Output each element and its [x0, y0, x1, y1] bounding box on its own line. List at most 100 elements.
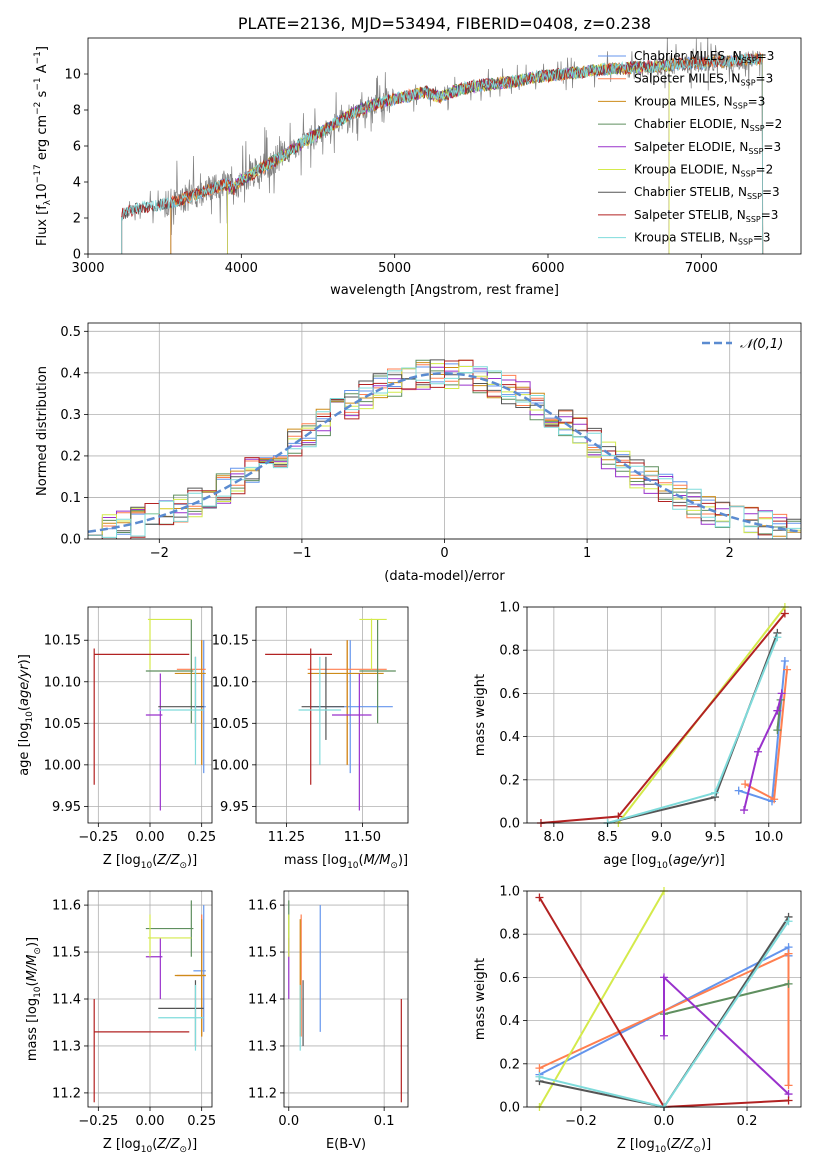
- label-part: (: [359, 853, 364, 868]
- y-tick-label: 11.6: [248, 899, 277, 914]
- x-tick-label: 0.1: [374, 1114, 395, 1129]
- x-tick-label: 0.2: [737, 1114, 758, 1129]
- label-part: ⊙: [179, 861, 187, 871]
- x-tick-label: −0.2: [565, 1114, 597, 1129]
- label-part: 10: [35, 183, 50, 200]
- label-part: Z [log: [103, 853, 141, 868]
- legend-label: Salpeter MILES, NSSP=3: [634, 72, 773, 88]
- label-part: ]: [35, 46, 50, 51]
- label-part: 10: [33, 986, 43, 998]
- weight-point-marker: [734, 786, 743, 795]
- weight-point-marker: [740, 806, 749, 815]
- x-tick-label: 9.0: [651, 830, 672, 845]
- y-tick-label: 6: [73, 140, 81, 155]
- label-part: 10: [655, 1145, 667, 1155]
- legend-tail: =3: [757, 49, 775, 63]
- label-part: )]: [715, 853, 725, 868]
- label-part: ⊙: [693, 1145, 701, 1155]
- legend-tail: =3: [748, 94, 766, 108]
- y-tick-label: 10.15: [212, 634, 249, 649]
- mass-weight-vs-age-panel: 8.0 8.5 9.0 9.5 10.0 0.0 0.2 0.4 0.6 0.8 1.0 age [l…: [473, 601, 802, 871]
- y-tick-label: 0.8: [499, 928, 520, 943]
- label-part: erg cm: [35, 115, 50, 164]
- x-axis-label: mass [log10(M/M⊙)]: [284, 853, 408, 871]
- legend-text: Chabrier MILES, N: [634, 49, 742, 63]
- y-tick-label: 0.1: [60, 491, 81, 506]
- y-tick-label: 4: [73, 176, 81, 191]
- x-tick-label: 8.5: [597, 830, 618, 845]
- y-tick-label: 10: [64, 68, 81, 83]
- x-tick-label: −1: [292, 546, 311, 561]
- histogram-step-line: [88, 366, 801, 539]
- x-tick-label: −0.25: [78, 1114, 118, 1129]
- x-tick-label: 7000: [685, 261, 718, 276]
- y-tick-label: 0.0: [499, 817, 520, 832]
- weight-series-line: [663, 975, 790, 1095]
- label-part: λ: [43, 199, 53, 205]
- label-part: age/yr: [673, 853, 716, 868]
- label-part: 10: [141, 1145, 153, 1155]
- label-part: (data-model)/error: [384, 569, 505, 584]
- legend-sub: SSP: [738, 238, 753, 247]
- x-tick-label: 0.00: [136, 1114, 165, 1129]
- label-part: −1: [33, 77, 43, 90]
- legend-sub: SSP: [748, 147, 763, 156]
- label-part: −1: [33, 51, 43, 64]
- legend-tail: =2: [756, 163, 774, 177]
- x-axis-label: age [log10(age/yr)]: [603, 853, 725, 871]
- y-tick-label: 11.5: [52, 946, 81, 961]
- legend-label: Salpeter STELIB, NSSP=3: [634, 208, 778, 224]
- y-tick-label: 9.95: [52, 800, 81, 815]
- legend-tail: =3: [762, 185, 780, 199]
- weight-point-marker: [660, 973, 668, 982]
- y-tick-label: 0.2: [499, 1057, 520, 1072]
- legend-text: Kroupa MILES, N: [634, 94, 733, 108]
- y-tick-label: 0.0: [499, 1101, 520, 1116]
- label-part: age/yr: [17, 663, 32, 706]
- y-tick-label: 10.10: [44, 675, 81, 690]
- legend-tail: =3: [763, 140, 781, 154]
- plot-content: [288, 900, 402, 1103]
- y-tick-label: 8: [73, 104, 81, 119]
- label-part: −17: [33, 164, 43, 183]
- label-part: M/M: [364, 853, 391, 868]
- x-tick-label: 9.5: [705, 830, 726, 845]
- label-part: wavelength [Angstrom, rest frame]: [330, 283, 559, 298]
- legend-text: Salpeter STELIB, N: [634, 208, 746, 222]
- x-tick-label: 11.25: [268, 830, 305, 845]
- legend-label: Chabrier MILES, NSSP=3: [634, 49, 774, 65]
- weight-point-marker: [784, 917, 793, 926]
- y-tick-label: 0.6: [499, 971, 520, 986]
- y-tick-label: 10.00: [212, 758, 249, 773]
- label-part: Z [log: [617, 1137, 655, 1152]
- legend-tail: =3: [753, 231, 771, 245]
- y-tick-label: 0.4: [499, 730, 520, 745]
- mass-weight-vs-metallicity-panel: −0.2 0.0 0.2 0.0 0.2 0.4 0.6 0.8 1.0 Z [log10(Z/Z…: [473, 885, 802, 1155]
- x-tick-label: −2: [150, 546, 169, 561]
- x-axis-label: Z [log10(Z/Z⊙)]: [617, 1137, 711, 1155]
- label-part: M/M: [25, 955, 40, 982]
- model-spectrum-line: [121, 53, 764, 254]
- legend-text: Chabrier STELIB, N: [634, 185, 747, 199]
- weight-point-marker: [784, 1081, 793, 1090]
- y-tick-label: 0.2: [60, 449, 81, 464]
- legend-label: Kroupa ELODIE, NSSP=2: [634, 163, 773, 179]
- y-axis-label: mass weight: [473, 958, 488, 1040]
- y-tick-label: 0.8: [499, 644, 520, 659]
- y-tick-label: 10.05: [212, 717, 249, 732]
- x-tick-label: 2: [726, 546, 734, 561]
- label-part: s: [35, 90, 50, 101]
- y-tick-label: 11.5: [248, 946, 277, 961]
- weight-point-marker: [754, 747, 763, 756]
- label-part: age [log: [17, 723, 32, 776]
- axes-frame: [255, 606, 409, 824]
- y-tick-label: 2: [73, 212, 81, 227]
- x-axis-label: Z [log10(Z/Z⊙)]: [103, 853, 197, 871]
- plot-content: [121, 38, 764, 254]
- x-tick-label: −0.25: [78, 830, 118, 845]
- weight-point-marker: [773, 726, 782, 735]
- legend-sub: SSP: [750, 124, 765, 133]
- label-part: )]: [25, 937, 40, 947]
- x-axis-label: Z [log10(Z/Z⊙)]: [103, 1137, 197, 1155]
